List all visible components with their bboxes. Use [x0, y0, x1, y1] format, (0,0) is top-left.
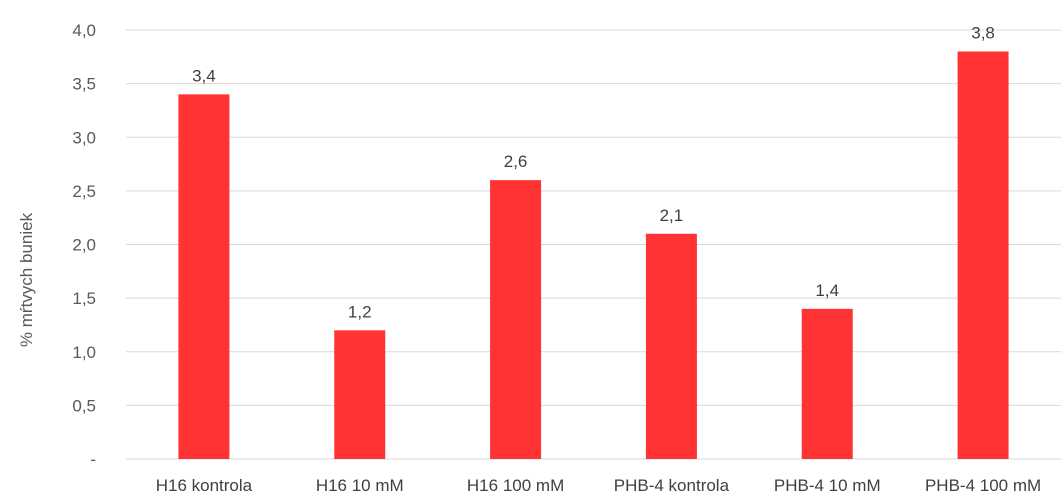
data-label: 2,1 [660, 206, 684, 225]
data-label: 1,2 [348, 302, 372, 321]
bar [645, 233, 697, 459]
data-label: 3,8 [971, 23, 995, 42]
x-category-label: PHB-4 kontrola [614, 476, 730, 495]
data-label: 2,6 [504, 152, 528, 171]
y-tick-label: 2,5 [72, 182, 96, 201]
y-tick-label: 4,0 [72, 21, 96, 40]
bar [178, 94, 230, 459]
gridlines [126, 29, 1061, 460]
bar [490, 180, 542, 459]
x-category-label: H16 kontrola [156, 476, 253, 495]
y-tick-label: 3,5 [72, 75, 96, 94]
y-tick-label: 0,5 [72, 396, 96, 415]
y-tick-label: 2,0 [72, 236, 96, 255]
x-category-label: H16 10 mM [316, 476, 404, 495]
data-labels: 3,4 1,2 2,6 2,1 1,4 3,8 [192, 23, 995, 321]
bar [801, 308, 853, 459]
y-axis-ticks: - 0,5 1,0 1,5 2,0 2,5 3,0 3,5 4,0 [72, 21, 96, 469]
data-label: 3,4 [192, 66, 216, 85]
y-tick-label: - [90, 450, 96, 469]
y-tick-label: 1,0 [72, 343, 96, 362]
y-axis-title: % mŕtvych buniek [17, 212, 36, 347]
x-category-label: PHB-4 10 mM [774, 476, 881, 495]
y-tick-label: 1,5 [72, 289, 96, 308]
bars [178, 51, 1009, 459]
data-label: 1,4 [815, 281, 839, 300]
y-tick-label: 3,0 [72, 128, 96, 147]
x-category-label: PHB-4 100 mM [925, 476, 1041, 495]
x-category-label: H16 100 mM [467, 476, 564, 495]
x-axis-categories: H16 kontrola H16 10 mM H16 100 mM PHB-4 kon… [156, 476, 1041, 495]
bar [957, 51, 1009, 459]
bar [334, 330, 386, 459]
